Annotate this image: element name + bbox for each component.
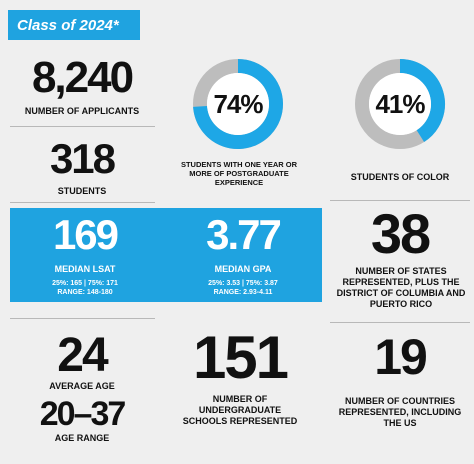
header-bar: Class of 2024* <box>8 10 140 40</box>
stat-detail: RANGE: 148-180 <box>57 289 113 296</box>
donut-arc <box>193 59 283 149</box>
stat-value: 151 <box>192 324 289 391</box>
donut: 74% <box>193 59 283 149</box>
donut-caption: STUDENTS OF COLOR <box>350 172 450 182</box>
stat-detail: 25%: 165 | 75%: 171 <box>52 280 118 287</box>
stat-label: NUMBER OF UNDERGRADUATE SCHOOLS REPRESEN… <box>182 394 298 426</box>
stat-label: STUDENTS <box>57 186 107 196</box>
stat-label: MEDIAN GPA <box>214 264 272 274</box>
stat-value: 19 <box>374 329 428 385</box>
donut-label: 74% <box>213 89 263 119</box>
donut-hole <box>207 73 269 135</box>
stat-value: 318 <box>49 135 116 182</box>
stat-value: 24 <box>57 329 108 382</box>
header-title: Class of 2024* <box>17 17 119 34</box>
stat-label: NUMBER OF COUNTRIES REPRESENTED, INCLUDI… <box>338 396 462 428</box>
stat-label: AGE RANGE <box>54 433 110 443</box>
stat-value: 20–37 <box>39 395 127 433</box>
stat-label: AVERAGE AGE <box>49 381 115 391</box>
divider <box>330 200 470 201</box>
stat-label: MEDIAN LSAT <box>54 264 116 274</box>
divider <box>10 202 155 203</box>
divider <box>10 126 155 127</box>
stat-value: 8,240 <box>31 53 134 102</box>
donut-caption: STUDENTS WITH ONE YEAR OR MORE OF POSTGR… <box>180 160 298 187</box>
highlight-band <box>10 208 322 302</box>
stat-label: NUMBER OF STATES REPRESENTED, PLUS THE D… <box>336 266 466 309</box>
donut-label: 41% <box>375 89 425 119</box>
stat-label: NUMBER OF APPLICANTS <box>24 106 140 116</box>
stat-detail: RANGE: 2.93-4.11 <box>213 289 273 296</box>
stat-value: 3.77 <box>206 211 282 258</box>
stat-value: 38 <box>370 202 431 265</box>
donut-hole <box>369 73 431 135</box>
stat-value: 169 <box>52 211 119 258</box>
donut-arc <box>399 59 445 142</box>
donut: 41% <box>355 59 445 149</box>
stat-detail: 25%: 3.53 | 75%: 3.87 <box>208 280 278 287</box>
divider <box>10 318 155 319</box>
divider <box>330 322 470 323</box>
